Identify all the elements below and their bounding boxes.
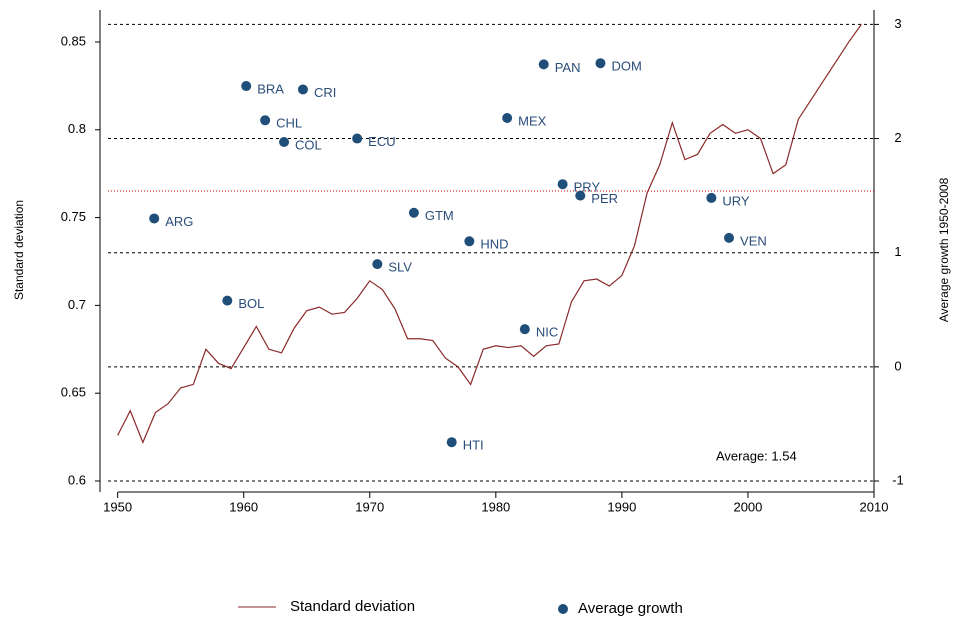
point bbox=[557, 179, 568, 190]
y-tick-label: 0.85 bbox=[61, 33, 86, 48]
x-tick-label: 2010 bbox=[860, 499, 889, 514]
x-tick-label: 1960 bbox=[229, 499, 258, 514]
point bbox=[149, 213, 160, 224]
x-tick-label: 1980 bbox=[481, 499, 510, 514]
point bbox=[464, 236, 475, 247]
point bbox=[372, 259, 383, 270]
point-label: COL bbox=[295, 137, 322, 152]
point-label: CHL bbox=[276, 116, 302, 131]
legend-label: Standard deviation bbox=[290, 598, 415, 615]
point-label: ECU bbox=[368, 134, 395, 149]
point bbox=[279, 136, 290, 147]
point-label: MEX bbox=[518, 113, 547, 128]
point-label: GTM bbox=[425, 208, 454, 223]
y-tick-label: 0.6 bbox=[68, 472, 86, 487]
y-tick-label: 0.75 bbox=[61, 209, 86, 224]
point bbox=[519, 324, 530, 335]
point bbox=[706, 192, 717, 203]
point-label: BRA bbox=[257, 81, 284, 96]
y2-tick-label: -1 bbox=[892, 472, 904, 487]
point-label: CRI bbox=[314, 85, 336, 100]
y-tick-label: 0.65 bbox=[61, 385, 86, 400]
x-tick-label: 1990 bbox=[607, 499, 636, 514]
y2-tick-label: 2 bbox=[894, 130, 901, 145]
point-label: DOM bbox=[611, 59, 641, 74]
point-label: URY bbox=[722, 193, 750, 208]
point-label: HND bbox=[480, 237, 508, 252]
annotation: Average: 1.54 bbox=[716, 448, 797, 463]
point bbox=[222, 295, 233, 306]
y2-tick-label: 0 bbox=[894, 358, 901, 373]
y-tick-label: 0.8 bbox=[68, 121, 86, 136]
point bbox=[538, 59, 549, 70]
point bbox=[446, 437, 457, 448]
point bbox=[724, 232, 735, 243]
point-label: HTI bbox=[463, 438, 484, 453]
point-label: BOL bbox=[238, 296, 264, 311]
point bbox=[575, 190, 586, 201]
point-label: ARG bbox=[165, 214, 193, 229]
point bbox=[502, 113, 513, 124]
x-tick-label: 1970 bbox=[355, 499, 384, 514]
legend-label: Average growth bbox=[578, 600, 683, 617]
line bbox=[117, 24, 862, 444]
point bbox=[408, 207, 419, 218]
point-label: PER bbox=[591, 191, 618, 206]
point-label: NIC bbox=[536, 325, 558, 340]
point bbox=[260, 115, 271, 126]
y2-tick-label: 3 bbox=[894, 16, 901, 31]
y-tick-label: 0.7 bbox=[68, 297, 86, 312]
legend-dot bbox=[558, 604, 568, 614]
point-label: PAN bbox=[555, 60, 581, 75]
y-axis-label: Standard deviation bbox=[12, 200, 26, 300]
point-label: VEN bbox=[740, 233, 767, 248]
point bbox=[352, 133, 363, 144]
point bbox=[297, 84, 308, 95]
x-tick-label: 2000 bbox=[733, 499, 762, 514]
point-label: SLV bbox=[388, 260, 412, 275]
point bbox=[241, 81, 252, 92]
point bbox=[595, 58, 606, 69]
y2-axis-label: Average growth 1950-2008 bbox=[937, 177, 951, 322]
x-tick-label: 1950 bbox=[103, 499, 132, 514]
y2-tick-label: 1 bbox=[894, 244, 901, 259]
